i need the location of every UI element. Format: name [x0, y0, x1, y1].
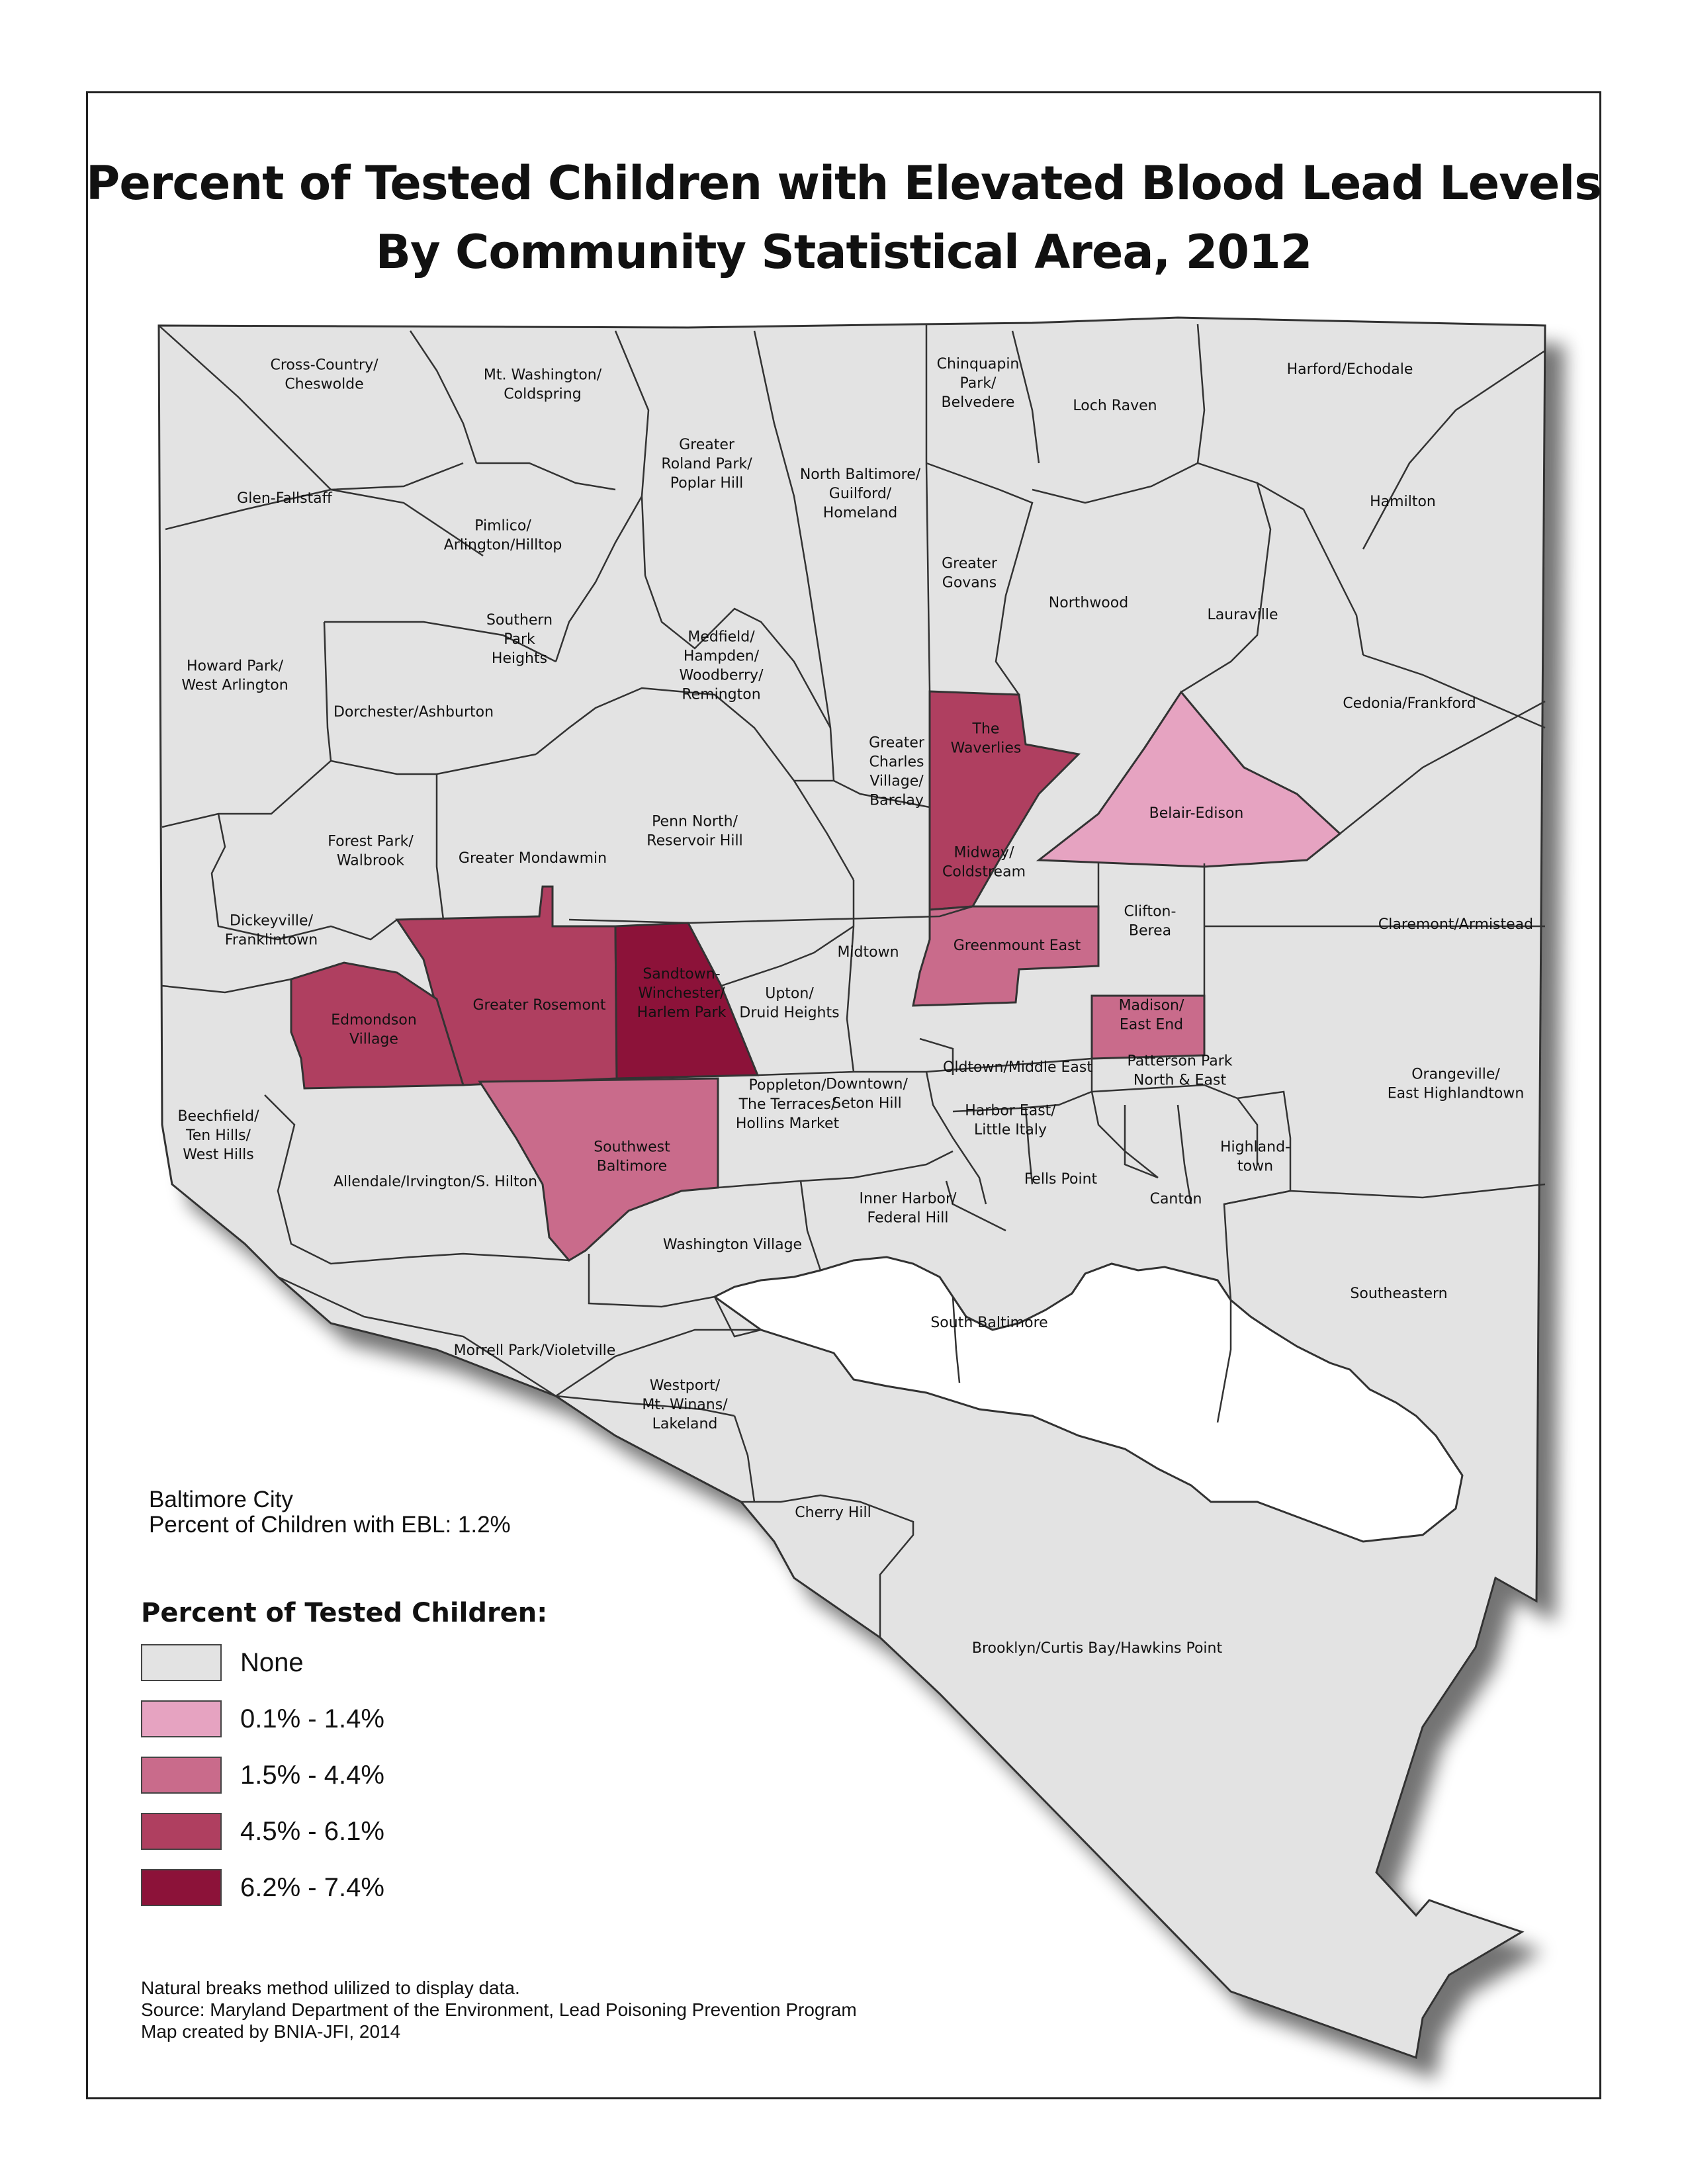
area-label: North Baltimore/Guilford/Homeland	[800, 466, 921, 521]
area-fill-southwest-baltimore	[478, 1077, 719, 1262]
footer-credit: Map created by BNIA-JFI, 2014	[141, 2021, 401, 2042]
area-label: Harford/Echodale	[1287, 361, 1413, 378]
legend-swatch-none	[141, 1644, 222, 1681]
area-label: Madison/East End	[1119, 998, 1184, 1033]
legend-swatch-class-1	[141, 1700, 222, 1737]
area-label: Dickeyville/Franklintown	[225, 913, 318, 949]
area-label: Beechfield/Ten Hills/West Hills	[177, 1108, 259, 1163]
legend-item-class-4: 6.2% - 7.4%	[141, 1869, 538, 1909]
area-labels: Cross-Country/Cheswolde Mt. Washington/Co…	[177, 356, 1533, 1657]
area-label: Northwood	[1049, 595, 1128, 611]
area-label: Clifton-Berea	[1124, 904, 1177, 939]
area-label: Midway/Coldstream	[942, 845, 1026, 881]
area-label: South Baltimore	[930, 1315, 1047, 1331]
area-label: Penn North/Reservoir Hill	[646, 814, 742, 850]
area-label: Greater Mondawmin	[459, 850, 607, 867]
legend-swatch-class-2	[141, 1757, 222, 1794]
area-label: Inner Harbor/Federal Hill	[860, 1191, 957, 1227]
area-label: Orangeville/East Highlandtown	[1388, 1067, 1525, 1102]
legend-label-none: None	[240, 1648, 304, 1677]
legend-item-class-3: 4.5% - 6.1%	[141, 1813, 538, 1853]
area-label: Southeastern	[1350, 1286, 1447, 1302]
legend-label-class-2: 1.5% - 4.4%	[240, 1761, 384, 1790]
area-label: Greater Charles Village/Barclay	[869, 735, 925, 809]
legend-item-class-1: 0.1% - 1.4%	[141, 1700, 538, 1740]
shaded-areas	[290, 690, 1342, 1262]
legend-label-class-4: 6.2% - 7.4%	[240, 1873, 384, 1902]
area-label: Fells Point	[1024, 1171, 1098, 1188]
map-title: Percent of Tested Children with Elevated…	[86, 149, 1602, 286]
area-fill-sandtown-winchester	[614, 922, 760, 1080]
area-label: Greater Govans	[942, 556, 998, 591]
area-label: Downtown/Seton Hill	[826, 1076, 908, 1112]
area-label: Medfield/Hampden/Woodberry/Remington	[680, 629, 764, 703]
area-label: Greenmount East	[954, 938, 1081, 954]
area-label: The Waverlies	[951, 721, 1022, 757]
legend-item-none: None	[141, 1644, 538, 1684]
area-label: Morrell Park/Violetville	[454, 1342, 616, 1359]
map-footer: Natural breaks method ulilized to displa…	[141, 1977, 857, 2042]
area-label: Allendale/Irvington/S. Hilton	[333, 1174, 537, 1190]
area-fill-greenmount-east	[912, 905, 1100, 1007]
city-summary-line-2: Percent of Children with EBL: 1.2%	[149, 1512, 511, 1538]
area-label: Canton	[1150, 1191, 1202, 1207]
legend-swatch-class-3	[141, 1813, 222, 1850]
legend-label-class-1: 0.1% - 1.4%	[240, 1704, 384, 1733]
legend-item-class-2: 1.5% - 4.4%	[141, 1757, 538, 1796]
area-label: Glen-Fallstaff	[237, 490, 332, 507]
area-label: Highland-town	[1220, 1139, 1290, 1175]
area-label: Edmondson Village	[331, 1012, 417, 1048]
area-label: Lauraville	[1207, 607, 1278, 623]
area-label: Poppleton/The Terraces/Hollins Market	[736, 1077, 840, 1132]
area-label: Cedonia/Frankford	[1343, 695, 1476, 712]
area-label: Southwest Baltimore	[594, 1139, 670, 1175]
area-label: Harbor East/Little Italy	[965, 1103, 1056, 1139]
area-label: Howard Park/West Arlington	[181, 658, 288, 694]
area-label: Patterson Park North & East	[1128, 1053, 1233, 1089]
map-title-line-2: By Community Statistical Area, 2012	[375, 225, 1313, 279]
area-label: Greater Rosemont	[472, 997, 605, 1014]
area-label: Belair-Edison	[1149, 805, 1244, 822]
area-label: Chinquapin Park/Belvedere	[937, 356, 1020, 411]
area-label: Southern Park Heights	[486, 612, 553, 667]
area-label: Cherry Hill	[795, 1505, 871, 1521]
area-label: Oldtown/Middle East	[943, 1059, 1092, 1076]
area-label: Dorchester/Ashburton	[333, 704, 494, 721]
area-fill-belair-edison	[1036, 690, 1342, 868]
legend-label-class-3: 4.5% - 6.1%	[240, 1817, 384, 1846]
area-label: Washington Village	[663, 1237, 802, 1253]
legend-swatch-class-4	[141, 1869, 222, 1906]
area-label: Mt. Washington/Coldspring	[484, 367, 602, 403]
area-label: Westport/Mt. Winans/Lakeland	[642, 1377, 728, 1432]
area-label: Hamilton	[1370, 494, 1436, 510]
area-label: Brooklyn/Curtis Bay/Hawkins Point	[972, 1640, 1223, 1657]
area-fill-madison-east-end	[1090, 994, 1206, 1060]
area-label: Sandtown-Winchester/Harlem Park	[637, 966, 727, 1021]
area-label: Midtown	[837, 944, 899, 961]
harbor-water	[713, 1256, 1464, 1543]
area-label: Loch Raven	[1073, 398, 1157, 414]
map-frame	[86, 91, 1601, 2099]
area-label: Forest Park/Walbrook	[328, 834, 414, 869]
city-summary-line-1: Baltimore City	[149, 1487, 293, 1512]
city-summary: Baltimore City Percent of Children with …	[149, 1487, 511, 1538]
footer-method-note: Natural breaks method ulilized to displa…	[141, 1978, 520, 1998]
area-label: Cross-Country/Cheswolde	[270, 357, 378, 393]
area-label: Claremont/Armistead	[1378, 916, 1533, 933]
footer-source: Source: Maryland Department of the Envir…	[141, 1999, 857, 2020]
area-fill-edmondson-village	[290, 961, 465, 1090]
area-label: Pimlico/Arlington/Hilltop	[444, 518, 562, 554]
legend-title: Percent of Tested Children:	[141, 1598, 548, 1628]
area-label: Greater Roland Park/Poplar Hill	[661, 437, 752, 492]
boundary-lines	[158, 324, 1546, 1638]
area-label: Upton/Druid Heights	[739, 986, 839, 1022]
map-title-line-1: Percent of Tested Children with Elevated…	[86, 156, 1602, 210]
